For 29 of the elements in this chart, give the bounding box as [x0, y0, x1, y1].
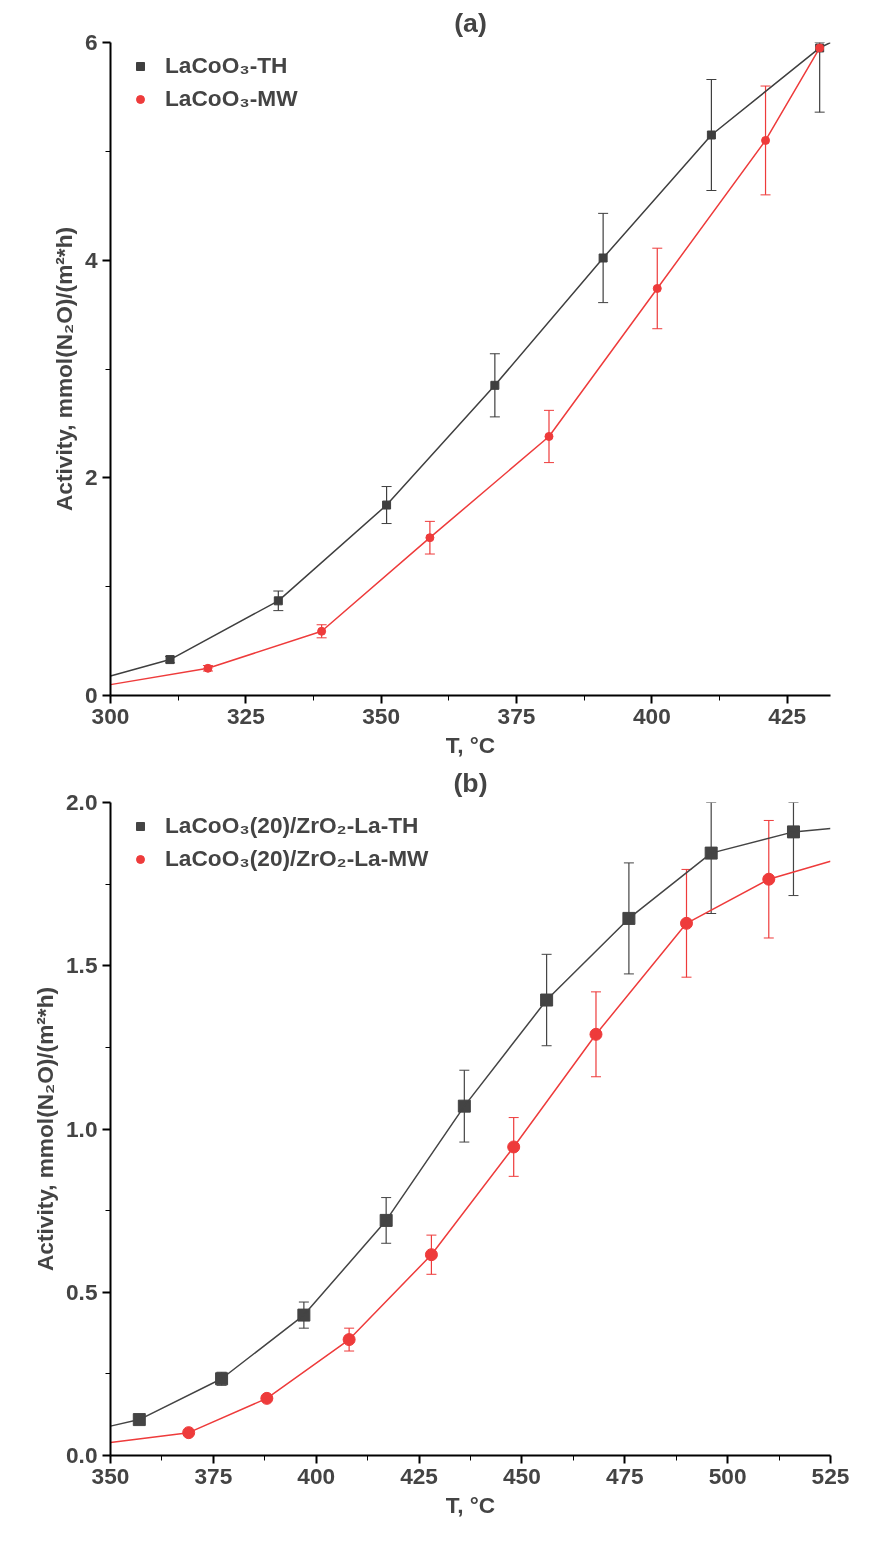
x-tick-label: 425: [768, 702, 807, 729]
y-tick-label: 4: [84, 246, 98, 273]
y-axis-title: Activity, mmol(N₂O)/(m²*h): [32, 986, 58, 1272]
x-axis-title: T, °C: [445, 1491, 496, 1518]
x-tick-label: 475: [605, 1462, 644, 1489]
x-tick-label: 375: [497, 702, 536, 729]
x-tick-label: 400: [632, 702, 671, 729]
y-tick-label: 6: [84, 29, 98, 55]
x-tick-label: 350: [362, 702, 401, 729]
x-tick-label: 325: [226, 702, 265, 729]
x-tick-label: 500: [708, 1462, 747, 1489]
x-tick-label: 425: [400, 1462, 438, 1489]
y-tick-label: 1.5: [66, 952, 98, 979]
y-tick-label: 1.0: [66, 1115, 98, 1142]
y-tick-label: 2: [84, 464, 98, 491]
x-tick-label: 375: [194, 1462, 233, 1489]
x-tick-label: 525: [811, 1462, 850, 1489]
legend-label: LaCoO₃(20)/ZrO₂-La-MW: [165, 845, 429, 872]
y-tick-label: 0.5: [66, 1278, 98, 1305]
x-tick-label: 400: [297, 1462, 336, 1489]
chart-title: (b): [453, 767, 488, 798]
chart-title: (a): [454, 7, 487, 38]
legend-label: LaCoO₃(20)/ZrO₂-La-TH: [165, 812, 419, 839]
y-axis-title: Activity, mmol(N₂O)/(m²*h): [50, 226, 77, 512]
legend-label: LaCoO₃-TH: [165, 52, 288, 79]
y-tick-label: 2.0: [66, 789, 98, 815]
x-tick-label: 450: [503, 1462, 541, 1489]
x-axis-title: T, °C: [445, 731, 496, 758]
legend-label: LaCoO₃-MW: [165, 85, 298, 112]
